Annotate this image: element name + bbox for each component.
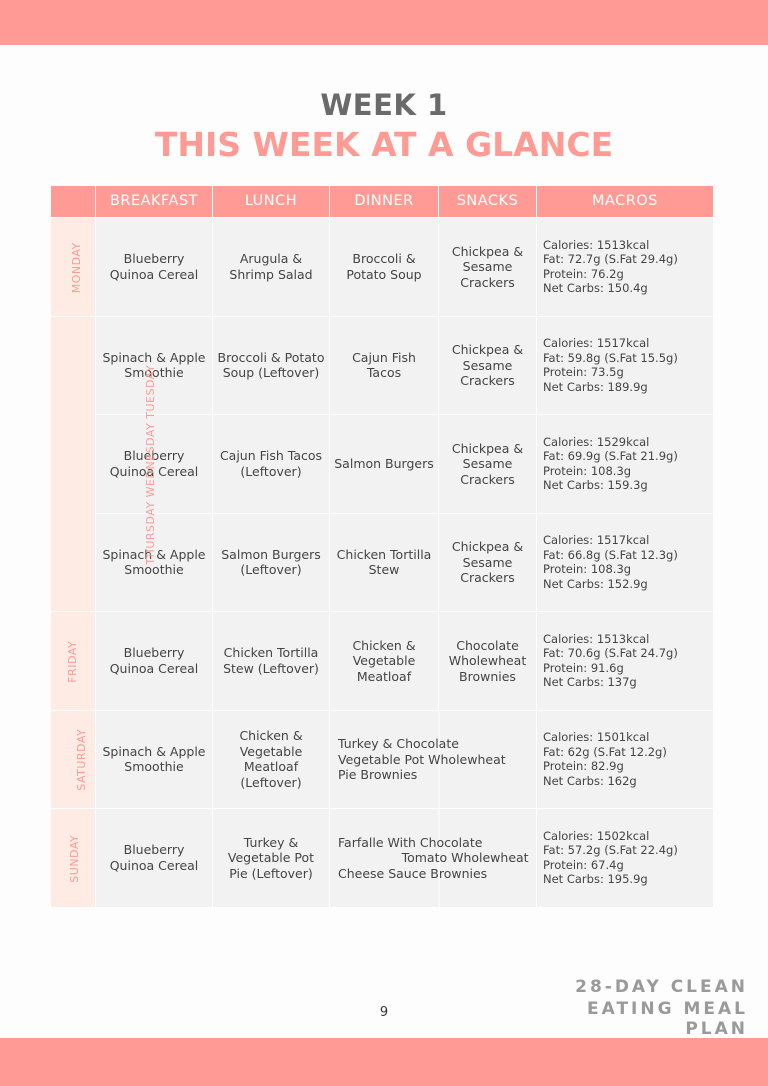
snacks-cell: Chocolate Wholewheat Brownies (438, 611, 537, 711)
lunch-cell: Cajun Fish Tacos (Leftover) (212, 414, 330, 514)
macro-line: Fat: 69.9g (S.Fat 21.9g) (543, 449, 678, 464)
macro-line: Net Carbs: 162g (543, 773, 637, 788)
day-cell: MONDAY (50, 217, 96, 317)
page-title: THIS WEEK AT A GLANCE (154, 125, 614, 164)
day-label: SATURDAY (75, 728, 89, 791)
snacks-cell: Chickpea & Sesame Crackers (438, 414, 537, 514)
snacks-cell: Chickpea & Sesame Crackers (438, 315, 537, 415)
macros-cell: Calories: 1513kcal Fat: 70.6g (S.Fat 24.7… (536, 611, 714, 711)
macro-line: Protein: 108.3g (543, 562, 632, 577)
macro-line: Protein: 91.6g (543, 660, 624, 675)
breakfast-cell: Blueberry Quinoa Cereal (95, 217, 213, 317)
macros-cell: Calories: 1517kcal Fat: 66.8g (S.Fat 12.3… (536, 512, 714, 612)
lunch-cell: Turkey & Vegetable Pot Pie (Leftover) (212, 808, 330, 908)
dinner-cell: Chicken Tortilla Stew (329, 512, 439, 612)
macro-line: Fat: 66.8g (S.Fat 12.3g) (543, 547, 678, 562)
macros-cell: Calories: 1513kcal Fat: 72.7g (S.Fat 29.4… (536, 217, 714, 317)
macro-line: Calories: 1513kcal (543, 631, 650, 646)
dinner-cell: Chicken & Vegetable Meatloaf (329, 611, 439, 711)
breakfast-cell: Blueberry Quinoa Cereal (95, 414, 213, 514)
dinner-snacks-cell: Turkey & Chocolate Vegetable Pot Wholewh… (329, 709, 537, 809)
lunch-cell: Chicken Tortilla Stew (Leftover) (212, 611, 330, 711)
table-row: Blueberry Quinoa Cereal Cajun Fish Tacos … (51, 414, 714, 514)
macro-line: Calories: 1501kcal (543, 730, 650, 745)
dinner-cell: Broccoli & Potato Soup (329, 217, 439, 317)
header-breakfast: BREAKFAST (95, 185, 213, 218)
header-day (50, 185, 96, 218)
macro-line: Net Carbs: 150.4g (543, 281, 648, 296)
macros-cell: Calories: 1502kcal Fat: 57.2g (S.Fat 22.4… (536, 808, 714, 908)
dinner-cell: Cajun Fish Tacos (329, 315, 439, 415)
table-row: FRIDAY Blueberry Quinoa Cereal Chicken Tor… (50, 611, 714, 711)
header-dinner: DINNER (329, 185, 439, 218)
meal-plan-table: BREAKFAST LUNCH DINNER SNACKS MACROS MON… (50, 185, 714, 908)
breakfast-cell: Blueberry Quinoa Cereal (95, 808, 213, 908)
top-banner (0, 0, 768, 45)
header-lunch: LUNCH (212, 185, 330, 218)
table-row: MONDAY Blueberry Quinoa Cereal Arugula & S… (50, 217, 714, 317)
snacks-cell: Chickpea & Sesame Crackers (438, 512, 537, 612)
macro-line: Calories: 1513kcal (543, 237, 650, 252)
week-heading: WEEK 1 (320, 88, 448, 122)
table-row: SUNDAY Blueberry Quinoa Cereal Turkey & Ve… (50, 808, 714, 908)
day-cell: SUNDAY (50, 808, 96, 908)
macro-line: Net Carbs: 159.3g (543, 478, 648, 493)
breakfast-cell: Spinach & Apple Smoothie (95, 709, 213, 809)
macro-line: Calories: 1502kcal (543, 828, 650, 843)
macro-line: Net Carbs: 189.9g (543, 379, 648, 394)
dinner-cell: Salmon Burgers (329, 414, 439, 514)
page-number: 9 (379, 1005, 389, 1020)
breakfast-cell: Spinach & Apple Smoothie (95, 315, 213, 415)
breakfast-cell: Spinach & Apple Smoothie (95, 512, 213, 612)
macro-line: Calories: 1517kcal (543, 336, 650, 351)
bottom-banner (0, 1038, 768, 1086)
macros-cell: Calories: 1501kcal Fat: 62g (S.Fat 12.2g)… (536, 709, 714, 809)
day-cell: SATURDAY (50, 709, 96, 809)
macro-line: Fat: 59.8g (S.Fat 15.5g) (543, 350, 678, 365)
day-cell: THURSDAY WEDNESDAY TUESDAY (50, 315, 157, 612)
macros-cell: Calories: 1517kcal Fat: 59.8g (S.Fat 15.5… (536, 315, 714, 415)
snacks-cell: Chickpea & Sesame Crackers (438, 217, 537, 317)
macro-line: Protein: 73.5g (543, 365, 624, 380)
table-row: THURSDAY WEDNESDAY TUESDAY Spinach & Appl… (50, 315, 714, 612)
macro-line: Net Carbs: 195.9g (543, 872, 648, 887)
macros-cell: Calories: 1529kcal Fat: 69.9g (S.Fat 21.9… (536, 414, 714, 514)
day-label: SUNDAY (68, 834, 82, 883)
table-row: SATURDAY Spinach & Apple Smoothie Chicken … (50, 709, 714, 809)
macro-line: Net Carbs: 137g (543, 675, 637, 690)
header-macros: MACROS (536, 185, 714, 218)
dinner-snacks-cell: Farfalle With Chocolate Tomato Wholewhea… (329, 808, 537, 908)
macro-line: Fat: 72.7g (S.Fat 29.4g) (543, 252, 678, 267)
table-header: BREAKFAST LUNCH DINNER SNACKS MACROS (50, 185, 714, 218)
breakfast-cell: Blueberry Quinoa Cereal (95, 611, 213, 711)
header-snacks: SNACKS (438, 185, 537, 218)
macro-line: Protein: 76.2g (543, 266, 624, 281)
lunch-cell: Broccoli & Potato Soup (Leftover) (212, 315, 330, 415)
day-cell: FRIDAY (50, 611, 96, 711)
macro-line: Calories: 1529kcal (543, 434, 650, 449)
macro-line: Fat: 57.2g (S.Fat 22.4g) (543, 843, 678, 858)
day-label: THURSDAY WEDNESDAY TUESDAY (144, 364, 158, 565)
macro-line: Protein: 67.4g (543, 857, 624, 872)
lunch-cell: Salmon Burgers (Leftover) (212, 512, 330, 612)
lunch-cell: Chicken & Vegetable Meatloaf (Leftover) (212, 709, 330, 809)
macro-line: Calories: 1517kcal (543, 533, 650, 548)
lunch-cell: Arugula & Shrimp Salad (212, 217, 330, 317)
day-label: FRIDAY (66, 640, 80, 683)
macro-line: Protein: 82.9g (543, 759, 624, 774)
table-row: Spinach & Apple Smoothie Salmon Burgers (… (51, 512, 714, 612)
macro-line: Fat: 70.6g (S.Fat 24.7g) (543, 646, 678, 661)
day-label: MONDAY (69, 241, 83, 293)
brand-line-2: EATING MEAL PLAN (587, 999, 748, 1039)
brand-line-1: 28-DAY CLEAN (575, 977, 748, 997)
macro-line: Fat: 62g (S.Fat 12.2g) (543, 744, 667, 759)
macro-line: Net Carbs: 152.9g (543, 576, 648, 591)
macro-line: Protein: 108.3g (543, 463, 632, 478)
